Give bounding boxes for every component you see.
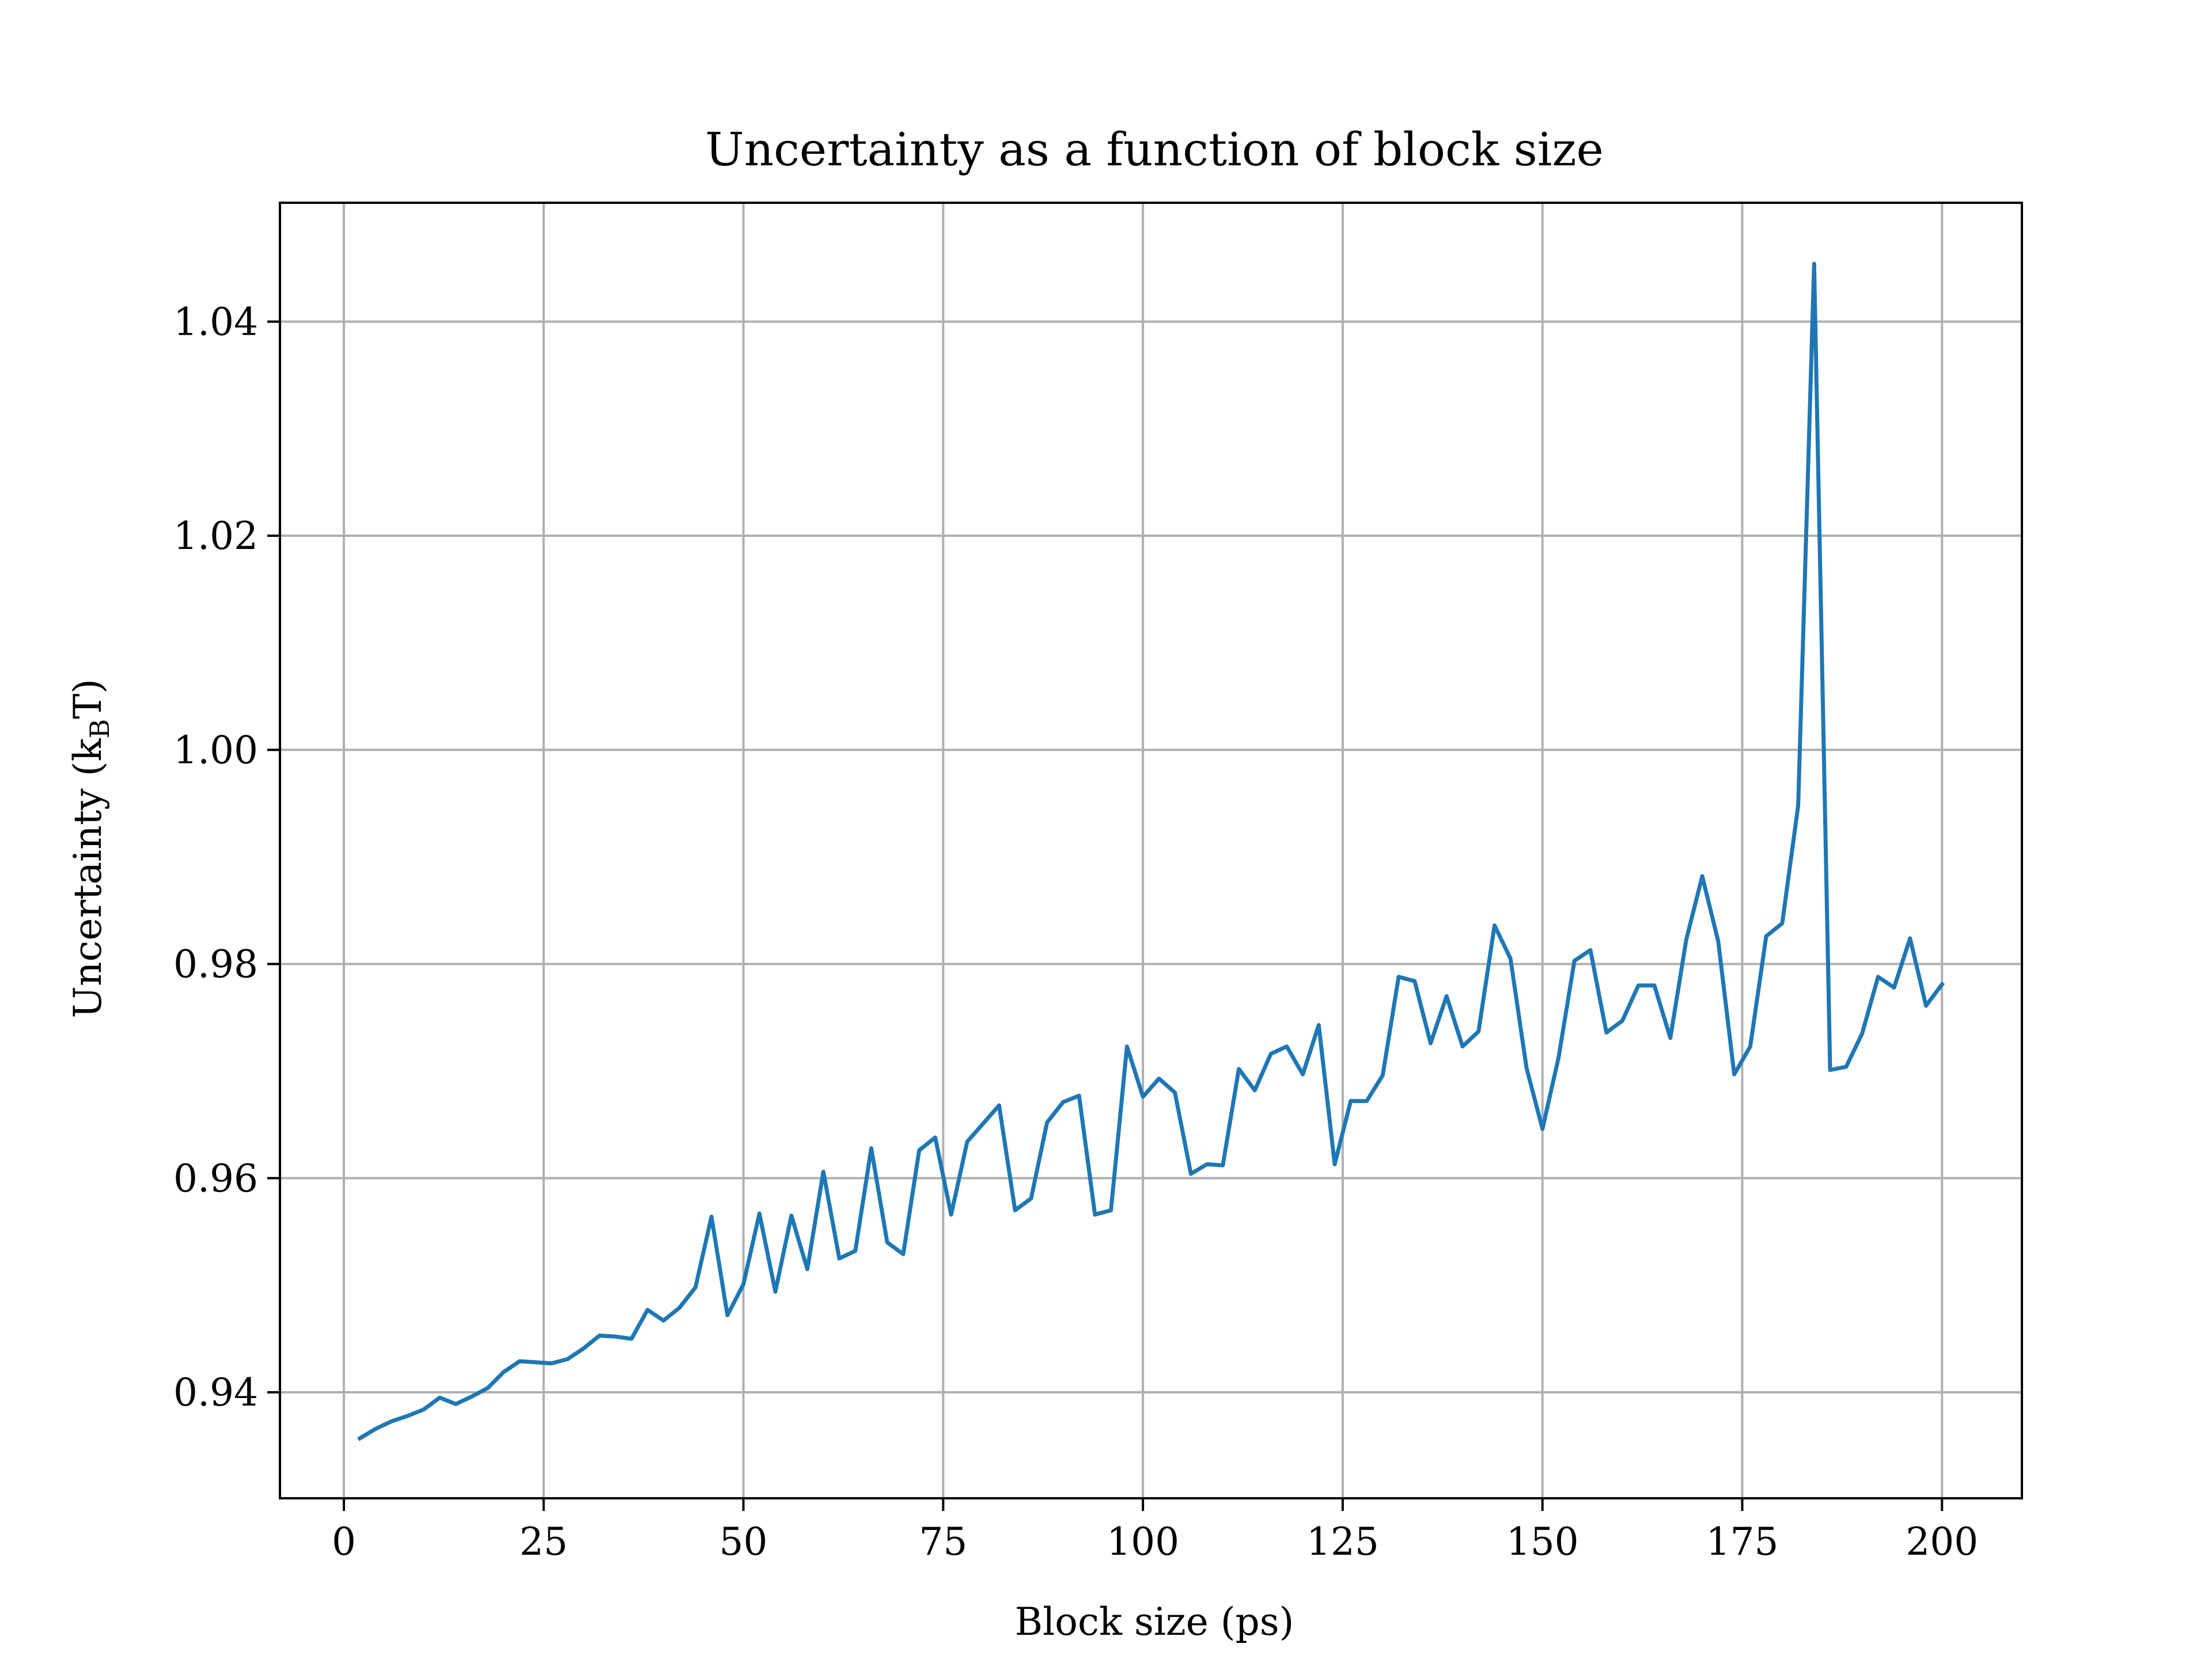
plot-frame xyxy=(279,202,2023,1499)
y-tick-label: 0.98 xyxy=(173,942,258,987)
y-tick-label: 1.00 xyxy=(173,728,258,772)
x-tick-label: 100 xyxy=(1107,1520,1179,1564)
x-tick-label: 0 xyxy=(332,1520,356,1564)
x-axis-label: Block size (ps) xyxy=(1015,1600,1294,1644)
x-tick-label: 25 xyxy=(520,1520,568,1564)
x-tick-label: 125 xyxy=(1306,1520,1379,1564)
tick-labels: 0 25 50 75 100 125 150 175 200 0.94 0.96 0.98 1.00 1.… xyxy=(173,300,1978,1564)
y-axis-label-suffix: T) xyxy=(66,679,110,719)
y-axis-label-prefix: Uncertainty (k xyxy=(66,738,110,1018)
x-tick-label: 175 xyxy=(1706,1520,1779,1564)
tick-marks xyxy=(267,320,1944,1511)
y-tick-label: 0.94 xyxy=(173,1370,258,1415)
series-line xyxy=(357,262,1945,1441)
chart-title: Uncertainty as a function of block size xyxy=(705,123,1604,176)
y-tick-label: 0.96 xyxy=(173,1156,258,1200)
grid-lines xyxy=(280,203,2022,1498)
y-axis-label: Uncertainty (kBT) xyxy=(66,679,115,1018)
y-tick-label: 1.02 xyxy=(173,514,258,558)
y-axis-label-subscript: B xyxy=(84,719,115,738)
y-tick-label: 1.04 xyxy=(173,300,258,344)
x-tick-label: 150 xyxy=(1506,1520,1579,1564)
x-tick-label: 200 xyxy=(1906,1520,1978,1564)
x-tick-label: 50 xyxy=(719,1520,768,1564)
x-tick-label: 75 xyxy=(919,1520,967,1564)
